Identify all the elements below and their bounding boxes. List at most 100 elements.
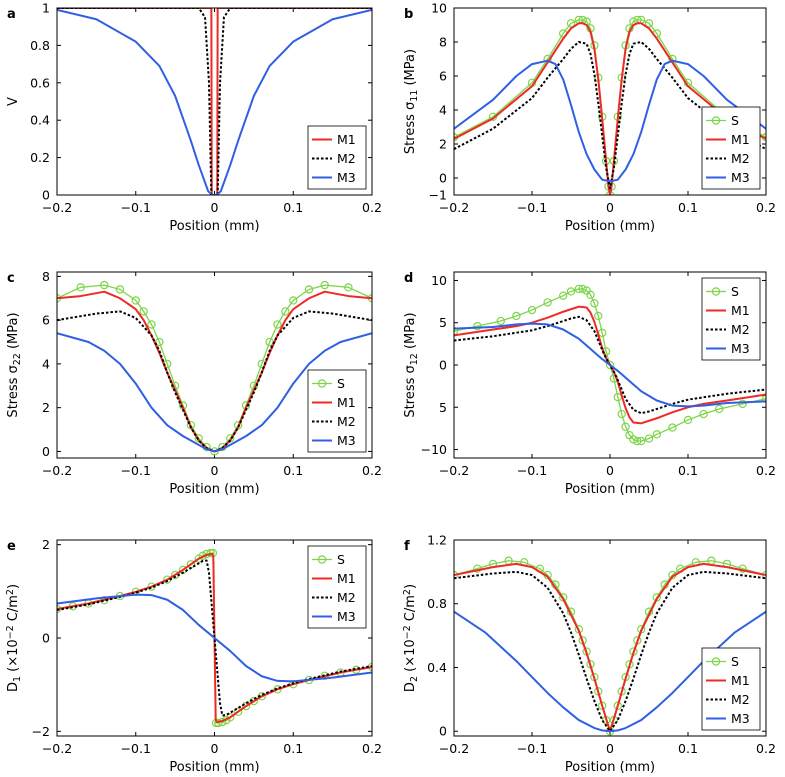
- data-point-s: [566, 287, 576, 296]
- data-point-s: [559, 291, 568, 300]
- x-tick-label: −0.2: [42, 200, 72, 215]
- y-tick-label: 0.6: [30, 75, 50, 90]
- y-tick-label: 6: [42, 313, 50, 328]
- legend-label-m3: M3: [731, 711, 750, 726]
- y-tick-label: 1: [42, 1, 50, 16]
- y-tick-label: 0.4: [30, 113, 50, 128]
- axes-frame: [453, 271, 767, 459]
- data-point-s: [454, 326, 459, 336]
- x-tick-label: −0.2: [42, 741, 72, 756]
- legend-box: [701, 647, 761, 731]
- y-tick-label: 0: [439, 358, 447, 373]
- y-tick-label: 4: [42, 356, 50, 371]
- x-tick-label: 0: [211, 463, 219, 478]
- data-point-s: [473, 321, 482, 331]
- axes-frame: [56, 539, 373, 737]
- y-tick-label: 0.8: [427, 596, 447, 611]
- data-point-s: [738, 399, 747, 409]
- axes-frame: [453, 7, 767, 196]
- y-tick-label: 0: [42, 188, 50, 203]
- x-axis-label: Position (mm): [565, 482, 655, 497]
- data-point-s: [652, 430, 662, 439]
- data-point-s: [761, 394, 766, 404]
- x-tick-label: 0: [606, 200, 614, 215]
- series-line-m3: [454, 322, 766, 408]
- series-line-m2: [57, 559, 372, 717]
- x-tick-label: −0.1: [121, 200, 151, 215]
- legend-marker-s: [711, 116, 721, 125]
- data-point-s: [578, 284, 587, 294]
- y-tick-label: 0: [439, 171, 447, 186]
- legend: S M1 M2 M3: [307, 545, 367, 629]
- y-tick-label: −10: [421, 442, 447, 457]
- legend-label-s: S: [337, 376, 345, 391]
- y-tick-label: −1: [429, 188, 447, 203]
- data-point-s: [617, 409, 626, 419]
- legend-marker-s: [317, 379, 327, 388]
- y-axis-label: Stress σ22 (MPa): [6, 312, 23, 417]
- series-line-m3: [454, 610, 766, 733]
- panel-f: −0.2 −0.1 0 0.1 0.2 0 0.4 0.8 1.2 f Position (mm) D…: [402, 533, 776, 776]
- x-tick-label: 0.1: [283, 200, 303, 215]
- data-point-s: [512, 311, 521, 321]
- y-axis-label: Stress σ11 (MPa): [403, 49, 420, 154]
- x-tick-label: 0.1: [678, 463, 698, 478]
- data-point-s: [344, 283, 353, 292]
- legend: S M1 M2 M3: [701, 647, 761, 731]
- legend-label-m3: M3: [337, 433, 356, 448]
- panel-d: −0.2 −0.1 0 0.1 0.2 −10 5 0 5 10 d Position (mm) Str…: [403, 271, 776, 497]
- x-tick-label: 0.2: [756, 741, 776, 756]
- legend-label-m1: M1: [731, 673, 750, 688]
- data-point-s: [586, 290, 595, 300]
- x-tick-label: 0: [211, 741, 219, 756]
- panel-label: a: [7, 7, 16, 22]
- legend-label-m2: M2: [731, 322, 750, 337]
- legend-box: [307, 369, 367, 453]
- y-tick-label: 0: [439, 724, 447, 739]
- legend-label-m2: M2: [337, 151, 356, 166]
- x-tick-label: −0.1: [121, 463, 151, 478]
- x-tick-label: 0.1: [678, 741, 698, 756]
- series-line-m2: [454, 570, 766, 733]
- data-point-s: [637, 436, 646, 446]
- y-tick-label: 0.4: [427, 660, 447, 675]
- data-point-s: [621, 422, 630, 431]
- legend: S M1 M2 M3: [701, 106, 761, 190]
- data-point-s: [289, 296, 298, 305]
- y-tick-label: 8: [42, 269, 50, 284]
- x-tick-label: −0.2: [42, 463, 72, 478]
- axes-frame: [56, 271, 373, 459]
- x-tick-label: 0.1: [283, 463, 303, 478]
- panel-e: −0.2 −0.1 0 0.1 0.2 −2 0 2 e Position (mm) D1 (×10…: [5, 537, 382, 775]
- legend-label-m2: M2: [731, 151, 750, 166]
- x-tick-label: 0.2: [756, 463, 776, 478]
- data-point-s: [139, 307, 148, 316]
- y-tick-label: 2: [42, 537, 50, 552]
- y-tick-label: 8: [439, 35, 447, 50]
- data-point-s: [226, 713, 235, 722]
- data-point-s: [644, 434, 654, 443]
- y-axis-label: D1 (×10−2 C/m2): [5, 584, 23, 692]
- x-tick-label: 0.2: [362, 200, 382, 215]
- data-point-s: [527, 305, 537, 315]
- x-axis-label: Position (mm): [565, 760, 655, 775]
- legend-label-s: S: [731, 113, 739, 128]
- panel-a: −0.2 −0.1 0 0.1 0.2 0 0.2 0.4 0.6 0.8 1 a Position (…: [6, 1, 382, 235]
- data-point-s: [273, 685, 282, 694]
- data-point-s: [155, 337, 164, 347]
- data-point-s: [629, 435, 638, 444]
- series-group: [57, 548, 372, 728]
- data-point-s: [668, 423, 677, 432]
- x-tick-label: 0.2: [362, 741, 382, 756]
- data-point-s: [76, 283, 85, 292]
- data-point-s: [273, 320, 282, 329]
- data-point-s: [320, 280, 329, 290]
- data-point-s: [605, 360, 615, 370]
- legend-label-s: S: [731, 284, 739, 299]
- panel-label: e: [7, 539, 16, 554]
- legend-label-m2: M2: [337, 414, 356, 429]
- data-point-s: [194, 434, 203, 443]
- legend-marker-s: [711, 657, 721, 666]
- panel-label: c: [7, 271, 15, 286]
